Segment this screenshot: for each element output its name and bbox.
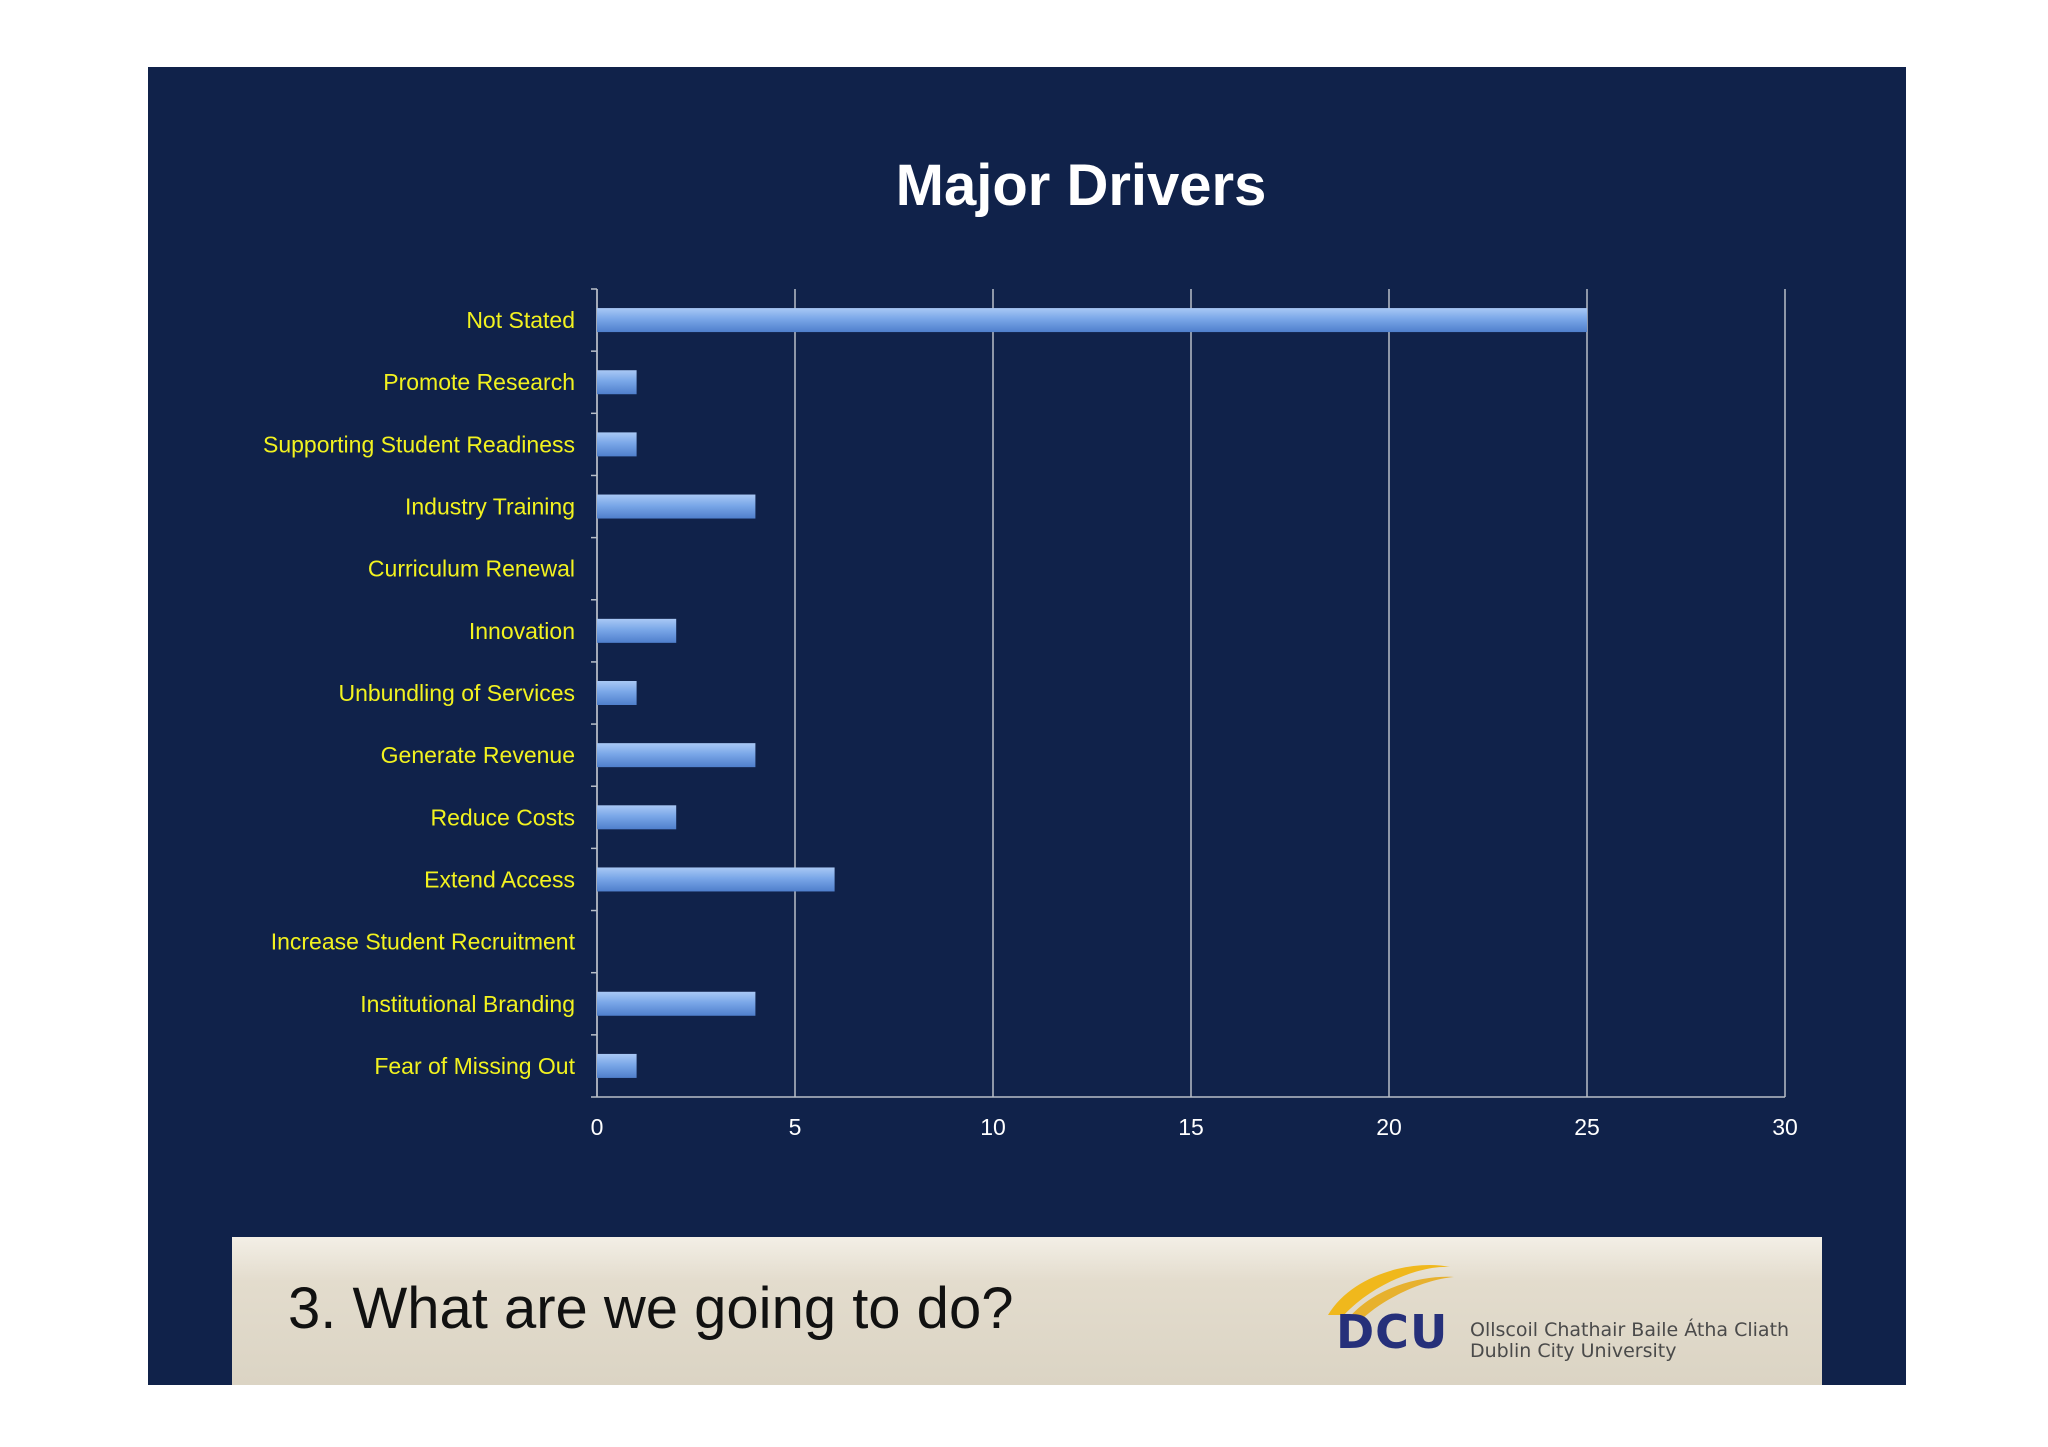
category-label: Innovation <box>469 618 575 644</box>
footer-bar: 3. What are we going to do? DCU Ollscoil… <box>232 1237 1822 1385</box>
x-tick-label: 0 <box>591 1114 604 1140</box>
category-label: Unbundling of Services <box>338 680 575 706</box>
gridlines <box>591 288 1786 1098</box>
logo-swoosh-icon <box>1328 1265 1454 1319</box>
logo-wordmark: DCU <box>1336 1305 1449 1359</box>
x-tick-label: 25 <box>1574 1114 1600 1140</box>
category-label: Reduce Costs <box>431 804 575 830</box>
bar <box>597 681 637 705</box>
bars <box>597 308 1587 1078</box>
logo-irish-name: Ollscoil Chathair Baile Átha Cliath <box>1470 1319 1790 1341</box>
bar <box>597 618 677 643</box>
slide: Major Drivers Not Stated Promote Research… <box>148 67 1906 1385</box>
bar <box>597 308 1587 333</box>
category-labels: Not Stated Promote Research Supporting Stu… <box>263 307 576 1079</box>
bar <box>597 867 835 892</box>
footer-title: 3. What are we going to do? <box>288 1276 1014 1341</box>
category-label: Increase Student Recruitment <box>271 929 576 955</box>
bar-chart: Major Drivers Not Stated Promote Research… <box>263 153 1798 1140</box>
bar <box>597 370 637 395</box>
category-label: Supporting Student Readiness <box>263 431 575 457</box>
x-tick-label: 20 <box>1376 1114 1402 1140</box>
category-label: Industry Training <box>405 494 575 520</box>
x-tick-label: 5 <box>789 1114 802 1140</box>
bar <box>597 494 756 519</box>
category-label: Generate Revenue <box>381 742 575 768</box>
x-axis-tick-labels: 0 5 10 15 20 25 30 <box>591 1114 1798 1140</box>
category-label: Curriculum Renewal <box>368 556 575 582</box>
bar <box>597 432 637 457</box>
bar <box>597 743 756 768</box>
category-label: Promote Research <box>383 369 575 395</box>
x-tick-label: 30 <box>1772 1114 1798 1140</box>
x-tick-label: 15 <box>1178 1114 1204 1140</box>
x-tick-label: 10 <box>980 1114 1006 1140</box>
bar <box>597 805 677 830</box>
chart-title: Major Drivers <box>896 153 1267 218</box>
category-label: Fear of Missing Out <box>374 1053 575 1079</box>
category-label: Extend Access <box>424 866 575 892</box>
category-label: Not Stated <box>466 307 575 333</box>
logo-english-name: Dublin City University <box>1470 1340 1677 1362</box>
bar <box>597 991 756 1016</box>
category-label: Institutional Branding <box>360 991 575 1017</box>
dcu-logo: DCU Ollscoil Chathair Baile Átha Cliath … <box>1322 1257 1802 1367</box>
bar <box>597 1053 637 1078</box>
